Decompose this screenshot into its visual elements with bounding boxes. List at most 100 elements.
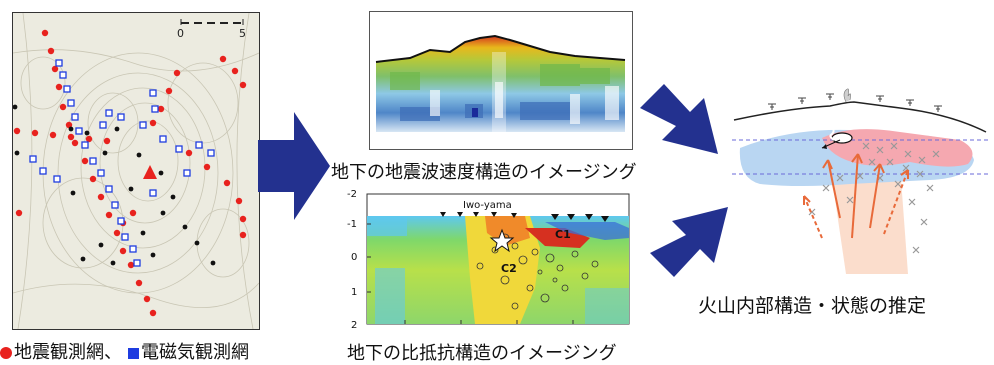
station-marker [59, 71, 67, 79]
cross-marker [890, 142, 898, 150]
station-marker [149, 309, 157, 317]
station-marker [231, 67, 239, 75]
station-marker [183, 169, 191, 177]
arrow-right-icon [258, 112, 330, 220]
station-marker [210, 260, 216, 266]
station-marker [84, 130, 90, 136]
station-marker [97, 193, 105, 201]
resistivity-caption: 地下の比抵抗構造のイメージング [347, 343, 617, 364]
em-legend-icon [128, 347, 139, 359]
station-marker [59, 103, 67, 111]
station-marker [67, 99, 75, 107]
station-marker [89, 175, 97, 183]
y-tick-label: 2 [351, 320, 357, 331]
station-marker [55, 83, 63, 91]
map-legend: 地震観測網、 電磁気観測網 [0, 338, 249, 364]
cross-marker [822, 184, 830, 192]
station-marker [105, 211, 113, 219]
cross-marker [920, 218, 928, 226]
seismic-legend-icon [0, 347, 12, 359]
station-marker [39, 167, 47, 175]
station-marker [67, 133, 75, 141]
station-marker [159, 135, 167, 143]
resistivity-panel: -2 -1 0 1 2 Iwo-yama C1 C2 [345, 188, 645, 333]
cross-marker [908, 198, 916, 206]
station-marker [71, 139, 79, 147]
station-marker [219, 55, 227, 63]
cross-marker [918, 156, 926, 164]
volcano-schematic-image [732, 88, 990, 274]
station-marker [129, 245, 137, 253]
cross-marker [932, 150, 940, 158]
station-marker [71, 113, 79, 121]
station-marker [117, 217, 125, 225]
station-marker [14, 150, 20, 156]
cross-marker [916, 170, 924, 178]
cross-marker [886, 158, 894, 166]
station-marker [49, 131, 57, 139]
station-marker [150, 252, 156, 258]
station-marker [65, 121, 73, 129]
cross-marker [846, 196, 854, 204]
y-tick-label: 0 [351, 252, 357, 263]
station-marker [165, 87, 173, 95]
station-marker [114, 126, 120, 132]
station-marker [223, 179, 231, 187]
station-marker [133, 259, 141, 267]
cross-marker [868, 158, 876, 166]
station-marker [170, 194, 176, 200]
cross-marker [926, 184, 934, 192]
resistivity-image: -2 -1 0 1 2 Iwo-yama C1 C2 [347, 189, 630, 331]
resistivity-station-markers [440, 212, 609, 222]
station-marker [235, 197, 243, 205]
station-marker [182, 224, 188, 230]
cross-marker [856, 172, 864, 180]
em-stations [29, 59, 215, 267]
arrow-down-right-icon [640, 84, 718, 154]
c2-label: C2 [501, 262, 517, 275]
station-marker [68, 126, 74, 132]
surface-station-icons [768, 93, 942, 112]
station-marker [140, 230, 146, 236]
station-marker [70, 190, 76, 196]
station-marker [139, 121, 147, 129]
station-marker [149, 189, 157, 197]
scale-bar: 0 5 [177, 19, 246, 40]
other-stations [13, 104, 216, 266]
station-marker [160, 210, 166, 216]
y-tick-label: -1 [347, 219, 357, 230]
observation-network-map: 0 5 [12, 12, 260, 330]
volcano-summit-icon [143, 165, 157, 179]
station-marker [80, 256, 86, 262]
iwo-yama-label: Iwo-yama [463, 200, 512, 211]
seismic-legend-label: 地震観測網、 [14, 342, 122, 363]
station-marker [85, 135, 93, 143]
map-svg: 0 5 [13, 13, 259, 329]
station-marker [113, 229, 121, 237]
station-marker [99, 121, 107, 129]
station-marker [157, 105, 165, 113]
station-marker [110, 260, 116, 266]
seismic-velocity-caption: 地下の地震波速度構造のイメージング [331, 162, 637, 183]
station-marker [185, 149, 193, 157]
station-marker [158, 170, 164, 176]
arrow-up-right-icon [650, 207, 728, 277]
station-marker [207, 149, 215, 157]
station-marker [111, 201, 119, 209]
y-tick-label: 1 [351, 287, 357, 298]
station-marker [55, 59, 63, 67]
station-marker [89, 157, 97, 165]
seismic-velocity-image [375, 34, 626, 132]
cross-marker [912, 246, 920, 254]
inference-caption: 火山内部構造・状態の推定 [698, 295, 927, 317]
station-marker [81, 157, 89, 165]
scale-label-max: 5 [239, 27, 246, 40]
station-marker [173, 69, 181, 77]
station-marker [135, 279, 143, 287]
station-marker [127, 261, 135, 269]
station-marker [102, 150, 108, 156]
station-marker [143, 295, 151, 303]
station-marker [47, 47, 55, 55]
station-marker [239, 231, 247, 239]
station-marker [13, 127, 21, 135]
